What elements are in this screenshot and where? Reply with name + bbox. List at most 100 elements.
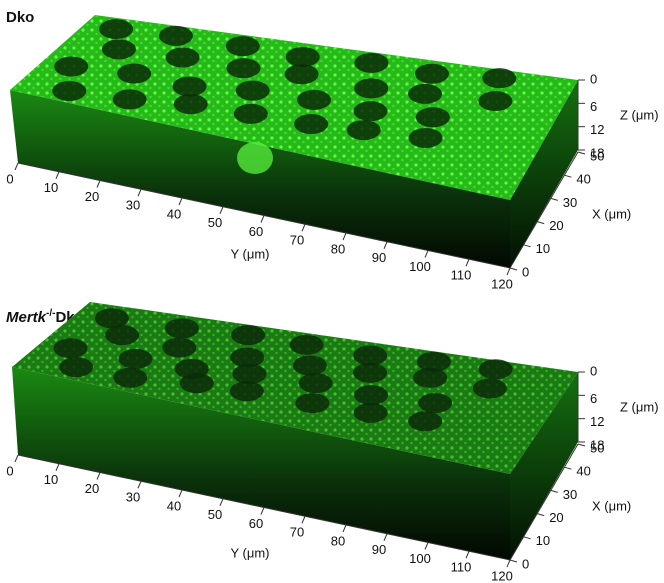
z-tick-label: 0 [590,363,597,378]
hole [53,338,87,358]
hole [166,48,200,68]
y-tick [507,268,510,275]
hole [415,64,449,84]
y-tick [343,233,346,240]
x-tick-label: 20 [549,218,563,233]
y-tick-label: 120 [491,276,513,291]
y-tick [466,551,469,558]
hole [52,81,86,101]
hole [299,373,333,393]
hole [236,81,270,101]
y-tick-label: 70 [290,525,304,540]
x-tick [551,198,558,200]
hole [99,19,133,39]
hole [174,94,208,114]
z-tick-label: 18 [590,145,604,160]
y-tick [56,464,59,471]
y-tick [261,216,264,223]
hole [354,403,388,423]
hole [409,128,443,148]
y-tick [507,560,510,567]
bright-spot [237,142,273,174]
y-tick [179,490,182,497]
title-part: Dko [6,9,34,26]
title-part: Mertk [6,309,47,326]
y-tick-label: 0 [6,171,13,186]
y-tick-label: 20 [85,189,99,204]
hole [354,53,388,73]
y-tick-label: 100 [409,259,431,274]
hole [105,325,139,345]
y-tick-label: 50 [208,507,222,522]
hole [231,325,265,345]
y-tick [343,525,346,532]
x-tick-label: 20 [549,510,563,525]
y-axis-label: Y (μm) [230,246,269,261]
x-tick [551,490,558,492]
y-tick [302,224,305,231]
hole [482,68,516,88]
y-tick [138,481,141,488]
x-tick-label: 30 [563,487,577,502]
hole [119,349,153,369]
z-tick-label: 18 [590,437,604,452]
y-tick-label: 110 [451,560,472,575]
y-tick-label: 80 [331,533,345,548]
hole [473,378,507,398]
z-axis-label: Z (μm) [620,107,659,122]
hole [353,363,387,383]
y-tick-label: 30 [126,198,140,213]
x-axis-label: X (μm) [592,206,631,221]
z-tick-label: 12 [590,414,604,429]
y-tick [384,242,387,249]
hole [226,36,260,56]
hole [234,104,268,124]
y-tick [261,508,264,515]
y-axis-label: Y (μm) [230,545,269,560]
hole [295,393,329,413]
hole [226,58,260,78]
hole [478,91,512,111]
title-part: -/- [46,308,55,319]
hole [59,357,93,377]
y-tick [97,473,100,480]
y-tick-label: 20 [85,481,99,496]
y-tick-label: 40 [167,498,181,513]
x-tick [578,444,585,446]
hole [413,368,447,388]
y-tick [220,499,223,506]
hole [418,393,452,413]
z-axis-label: Z (μm) [620,399,659,414]
x-tick-label: 0 [522,264,529,279]
hole [479,359,513,379]
hole [180,373,214,393]
y-tick-label: 80 [331,241,345,256]
x-tick-label: 10 [536,533,550,548]
y-tick-label: 60 [249,516,263,531]
hole [165,318,199,338]
hole [285,64,319,84]
y-tick [425,543,428,550]
x-tick-label: 10 [536,241,550,256]
y-tick [302,516,305,523]
x-tick [578,152,585,154]
y-tick-label: 90 [372,542,386,557]
x-tick [524,537,531,539]
y-tick-label: 90 [372,250,386,265]
hole [162,338,196,358]
y-tick-label: 40 [167,206,181,221]
y-tick [179,198,182,205]
hole [230,381,264,401]
hole [117,64,151,84]
panel: Mertk-/-Dko0102030405060708090100110120Y… [6,302,659,583]
hole [297,90,331,110]
x-tick-label: 40 [576,464,590,479]
hole [416,107,450,127]
hole [353,346,387,366]
hole [290,335,324,355]
hole [408,84,442,104]
y-tick [15,163,18,170]
y-tick [56,172,59,179]
x-tick-label: 40 [576,172,590,187]
